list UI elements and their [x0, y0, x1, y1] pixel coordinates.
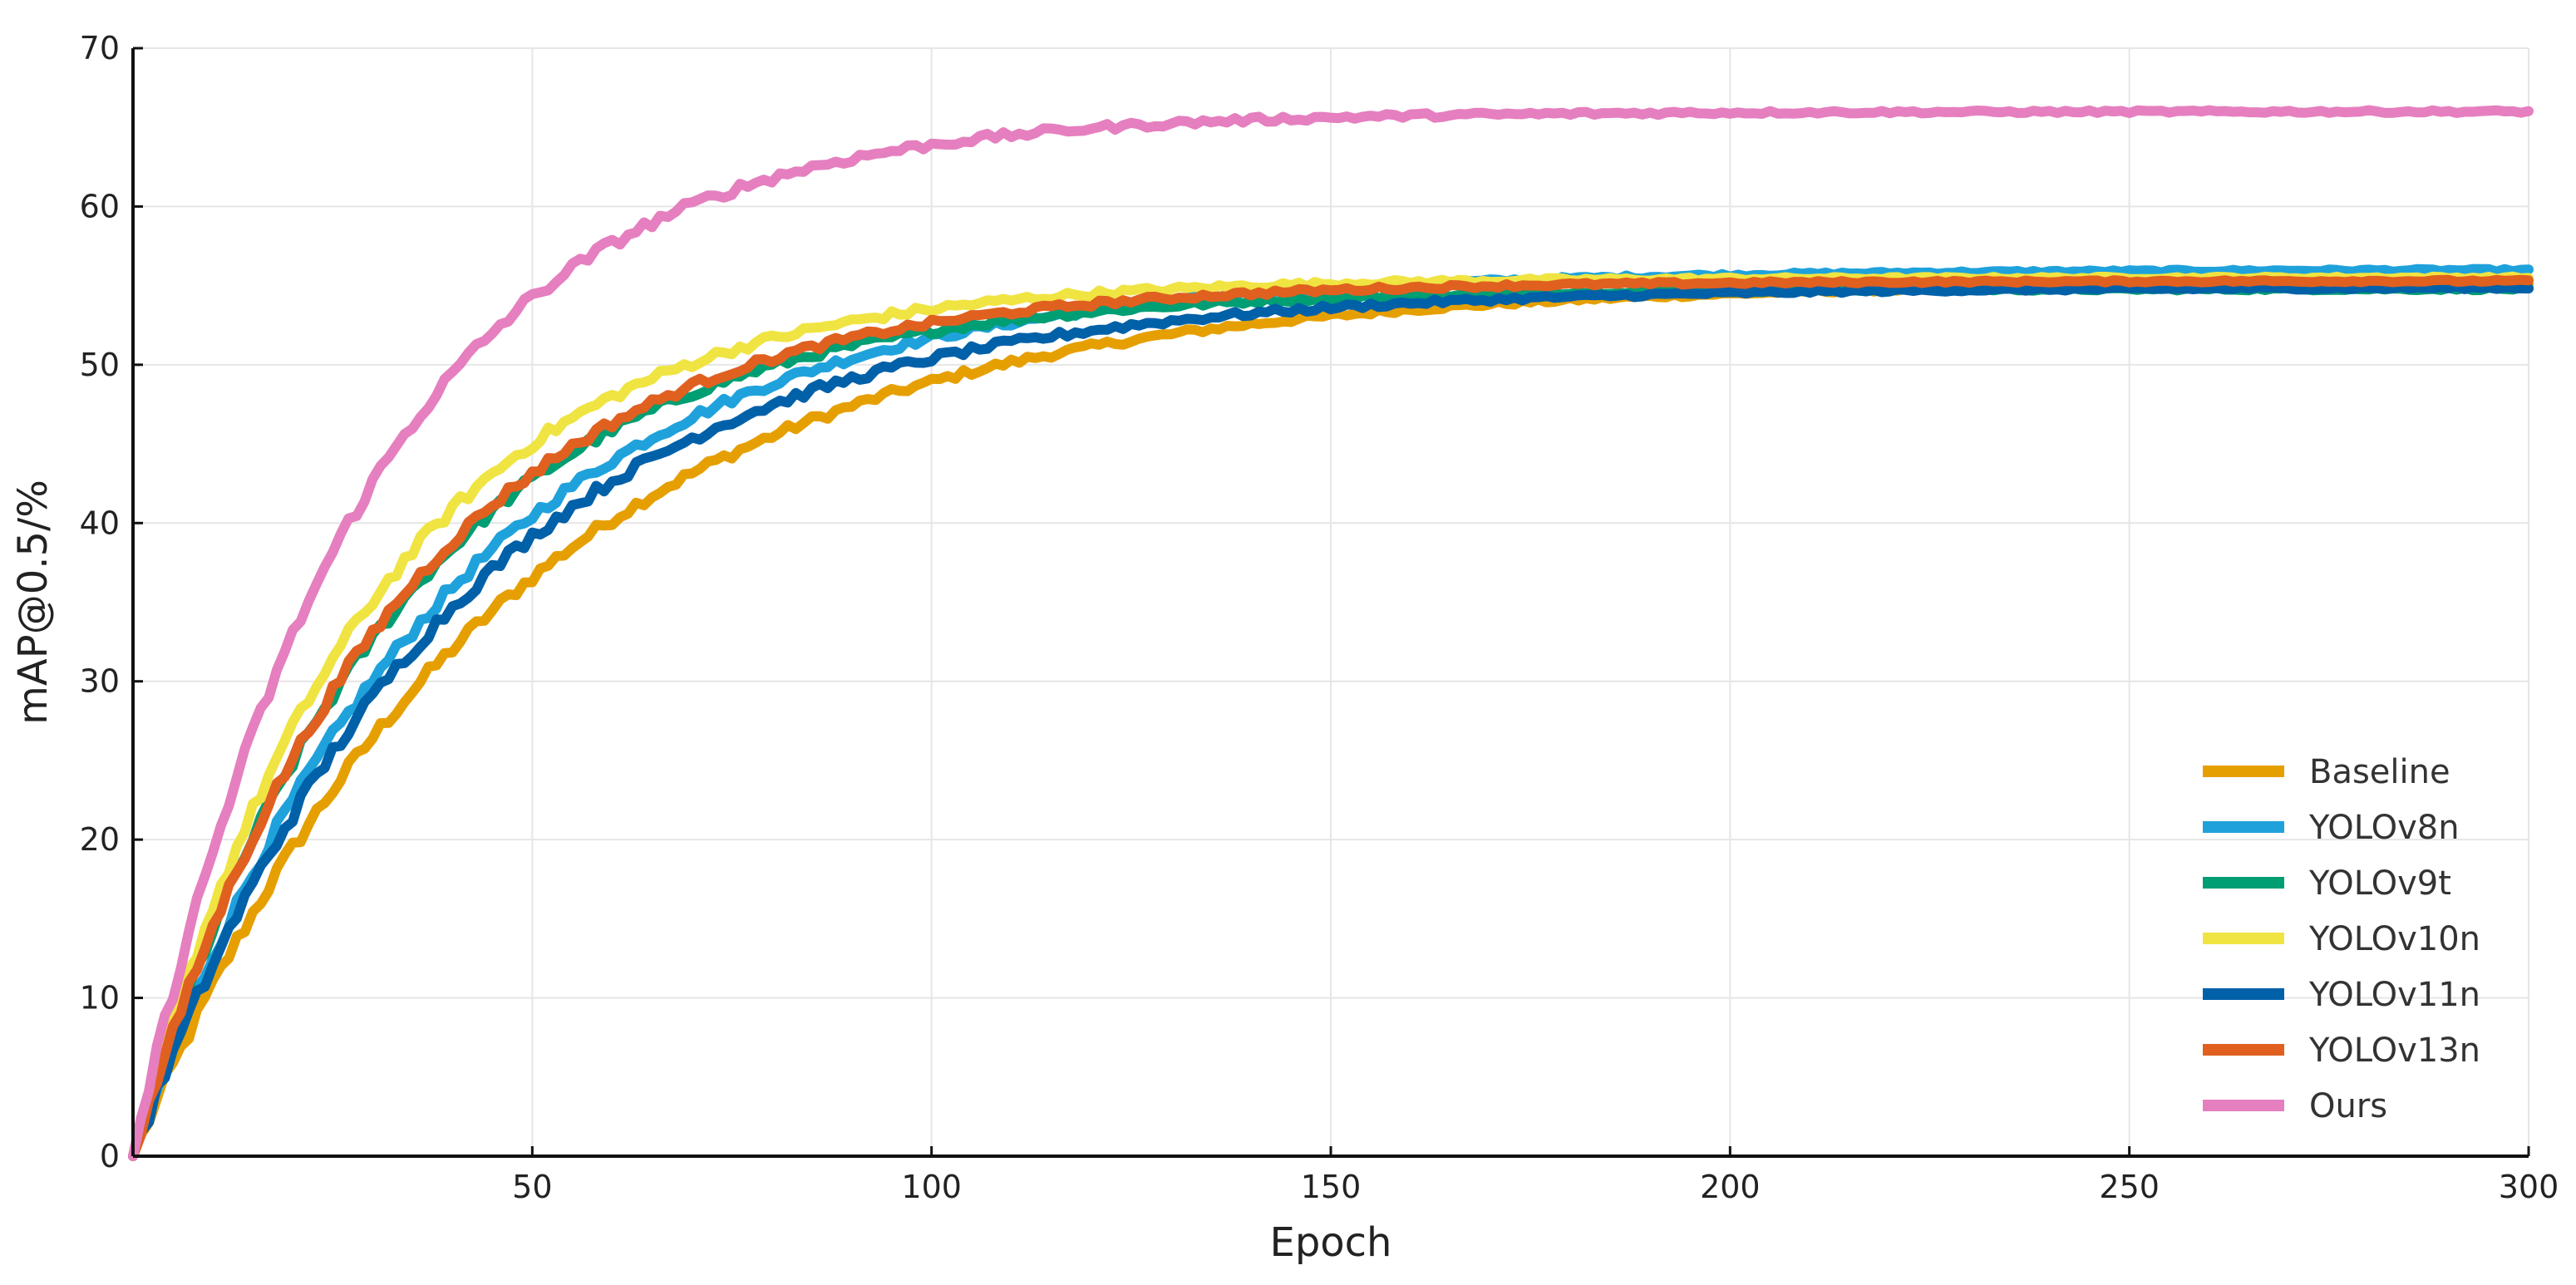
- y-axis-title: mAP@0.5/%: [10, 480, 57, 725]
- legend-label: YOLOv13n: [2308, 1031, 2480, 1070]
- y-tick-label: 70: [80, 30, 120, 66]
- x-axis-title: Epoch: [1270, 1219, 1392, 1266]
- x-tick-label: 250: [2099, 1169, 2160, 1205]
- legend: Baseline YOLOv8n YOLOv9t YOLOv10n YOLOv11n YO…: [2203, 753, 2480, 1125]
- x-tick-label: 50: [512, 1169, 552, 1205]
- y-tick-label: 50: [80, 347, 120, 383]
- y-tick-label: 40: [80, 505, 120, 541]
- y-tick-label: 30: [80, 663, 120, 700]
- y-tick-label: 0: [100, 1138, 120, 1174]
- legend-label: YOLOv10n: [2308, 920, 2480, 958]
- legend-label: YOLOv9t: [2308, 864, 2451, 903]
- y-tick-label: 60: [80, 188, 120, 224]
- y-tick-label: 10: [80, 980, 120, 1017]
- x-tick-label: 300: [2499, 1169, 2559, 1205]
- legend-label: YOLOv11n: [2308, 976, 2480, 1014]
- series-line-ours: [128, 105, 2534, 1161]
- x-tick-label: 100: [901, 1169, 962, 1205]
- legend-label: Baseline: [2309, 753, 2450, 791]
- tick-labels: 50 100 150 200 250 300 0 10 20 30 40 50 60 70: [80, 30, 2559, 1205]
- x-tick-label: 200: [1700, 1169, 1761, 1205]
- legend-label: Ours: [2309, 1087, 2387, 1125]
- series-line-yolov11n: [128, 281, 2534, 1161]
- legend-label: YOLOv8n: [2308, 809, 2460, 847]
- series-line-yolov13n: [128, 274, 2534, 1161]
- x-tick-label: 150: [1301, 1169, 1362, 1205]
- y-tick-label: 20: [80, 821, 120, 858]
- series-lines: [128, 105, 2534, 1161]
